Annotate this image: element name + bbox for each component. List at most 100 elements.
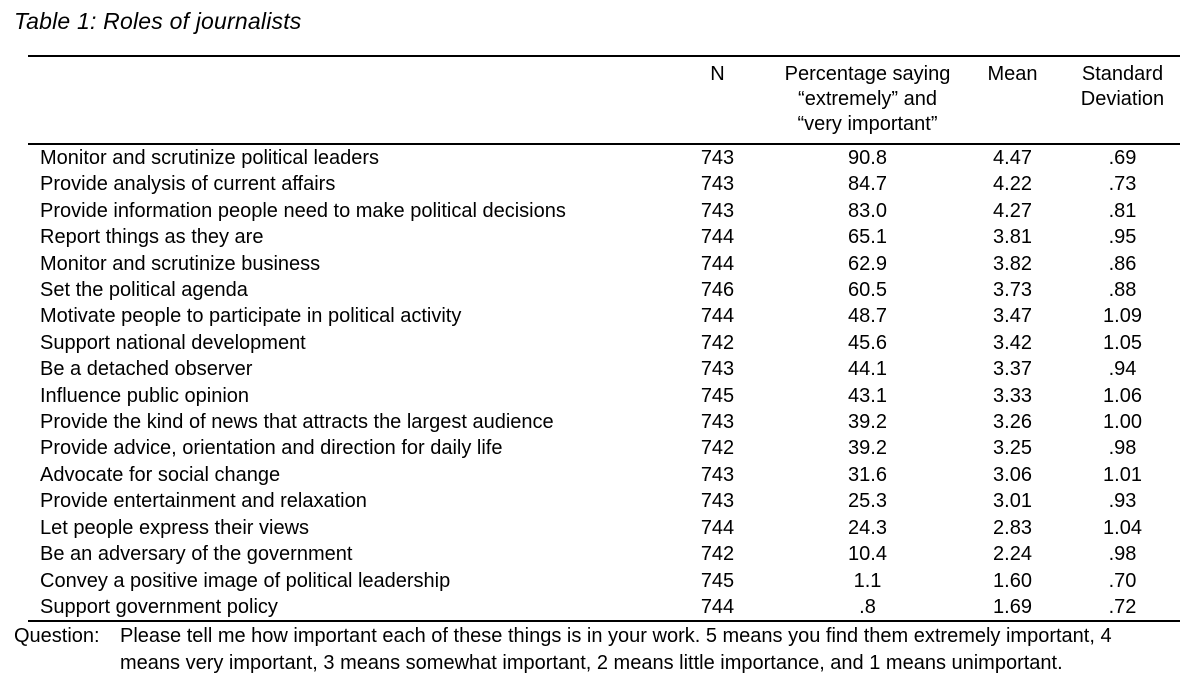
header-row: N Percentage saying “extremely” and “ver… (28, 56, 1180, 144)
n-cell: 743 (700, 411, 735, 434)
table-row: Support government policy 744 .8 1.69 .7… (28, 594, 1180, 621)
column-header-role (28, 56, 660, 144)
role-label-cell: Provide entertainment and relaxation (40, 490, 367, 513)
table-row: Advocate for social change 743 31.6 3.06… (28, 462, 1180, 488)
table-row: Convey a positive image of political lea… (28, 568, 1180, 594)
pct-cell: 39.2 (848, 437, 887, 460)
pct-cell: .8 (859, 595, 876, 618)
role-label-cell: Provide advice, orientation and directio… (40, 437, 503, 460)
role-label-cell: Provide information people need to make … (40, 199, 566, 222)
role-label-cell: Advocate for social change (40, 463, 281, 486)
table-row: Be a detached observer 743 44.1 3.37 .94 (28, 356, 1180, 382)
n-cell: 743 (700, 463, 735, 486)
table-row: Let people express their views 744 24.3 … (28, 515, 1180, 541)
n-cell: 742 (700, 331, 735, 354)
column-header-percentage: Percentage saying “extremely” and “very … (784, 63, 951, 135)
n-cell: 744 (700, 226, 735, 249)
role-label-cell: Let people express their views (40, 516, 310, 539)
pct-cell: 24.3 (848, 516, 887, 539)
role-label-cell: Influence public opinion (40, 384, 250, 407)
pct-cell: 48.7 (848, 305, 887, 328)
n-cell: 742 (700, 543, 735, 566)
n-cell: 745 (700, 384, 735, 407)
mean-cell: 2.83 (993, 516, 1032, 539)
n-cell: 742 (700, 437, 735, 460)
role-label-cell: Be an adversary of the government (40, 543, 353, 566)
mean-cell: 4.22 (993, 173, 1032, 196)
mean-cell: 3.81 (993, 226, 1032, 249)
pct-cell: 1.1 (853, 569, 882, 592)
table-row: Monitor and scrutinize political leaders… (28, 144, 1180, 171)
role-label-cell: Monitor and scrutinize business (40, 252, 321, 275)
mean-cell: 1.60 (993, 569, 1032, 592)
sd-cell: .88 (1108, 279, 1137, 302)
pct-cell: 25.3 (848, 490, 887, 513)
pct-cell: 83.0 (848, 199, 887, 222)
mean-cell: 3.33 (993, 384, 1032, 407)
sd-cell: .98 (1108, 437, 1137, 460)
table-row: Influence public opinion 745 43.1 3.33 1… (28, 383, 1180, 409)
footnote-text: Please tell me how important each of the… (120, 625, 1112, 674)
table-row: Provide the kind of news that attracts t… (28, 409, 1180, 435)
mean-cell: 3.06 (993, 463, 1032, 486)
mean-cell: 3.73 (993, 279, 1032, 302)
pct-cell: 45.6 (848, 331, 887, 354)
column-header-n: N (710, 63, 725, 85)
role-label-cell: Support national development (40, 331, 306, 354)
pct-cell: 44.1 (848, 358, 887, 381)
mean-cell: 3.01 (993, 490, 1032, 513)
table-row: Provide entertainment and relaxation 743… (28, 488, 1180, 514)
role-label-cell: Provide the kind of news that attracts t… (40, 411, 554, 434)
sd-cell: .86 (1108, 252, 1137, 275)
pct-cell: 62.9 (848, 252, 887, 275)
table-header: N Percentage saying “extremely” and “ver… (28, 56, 1180, 144)
table-row: Provide analysis of current affairs 743 … (28, 171, 1180, 197)
n-cell: 743 (700, 358, 735, 381)
mean-cell: 3.42 (993, 331, 1032, 354)
roles-of-journalists-table: N Percentage saying “extremely” and “ver… (28, 55, 1180, 622)
table-row: Be an adversary of the government 742 10… (28, 541, 1180, 567)
mean-cell: 3.47 (993, 305, 1032, 328)
role-label-cell: Motivate people to participate in politi… (40, 305, 462, 328)
table-row: Provide information people need to make … (28, 198, 1180, 224)
column-header-mean: Mean (987, 63, 1038, 85)
n-cell: 743 (700, 147, 735, 169)
n-cell: 746 (700, 279, 735, 302)
mean-cell: 2.24 (993, 543, 1032, 566)
table-row: Report things as they are 744 65.1 3.81 … (28, 224, 1180, 250)
sd-cell: 1.06 (1103, 384, 1142, 407)
sd-cell: .81 (1108, 199, 1137, 222)
sd-cell: 1.05 (1103, 331, 1142, 354)
mean-cell: 4.47 (993, 147, 1032, 169)
table-row: Monitor and scrutinize business 744 62.9… (28, 251, 1180, 277)
role-label-cell: Provide analysis of current affairs (40, 173, 336, 196)
sd-cell: .98 (1108, 543, 1137, 566)
n-cell: 744 (700, 252, 735, 275)
mean-cell: 4.27 (993, 199, 1032, 222)
sd-cell: 1.01 (1103, 463, 1142, 486)
n-cell: 744 (700, 516, 735, 539)
role-label-cell: Set the political agenda (40, 279, 248, 302)
column-header-standard-deviation: Standard Deviation (1080, 63, 1165, 110)
table-row: Support national development 742 45.6 3.… (28, 330, 1180, 356)
n-cell: 743 (700, 490, 735, 513)
n-cell: 744 (700, 305, 735, 328)
sd-cell: .93 (1108, 490, 1137, 513)
table-title: Table 1: Roles of journalists (14, 8, 302, 34)
n-cell: 744 (700, 595, 735, 618)
pct-cell: 43.1 (848, 384, 887, 407)
sd-cell: 1.00 (1103, 411, 1142, 434)
mean-cell: 3.37 (993, 358, 1032, 381)
n-cell: 743 (700, 173, 735, 196)
sd-cell: .69 (1108, 147, 1137, 169)
footnote-label: Question: (14, 625, 100, 647)
table-row: Set the political agenda 746 60.5 3.73 .… (28, 277, 1180, 303)
mean-cell: 1.69 (993, 595, 1032, 618)
sd-cell: .72 (1108, 595, 1137, 618)
role-label-cell: Support government policy (40, 595, 278, 618)
sd-cell: 1.04 (1103, 516, 1142, 539)
role-label-cell: Monitor and scrutinize political leaders (40, 147, 380, 169)
sd-cell: .70 (1108, 569, 1137, 592)
sd-cell: .94 (1108, 358, 1137, 381)
pct-cell: 10.4 (848, 543, 887, 566)
